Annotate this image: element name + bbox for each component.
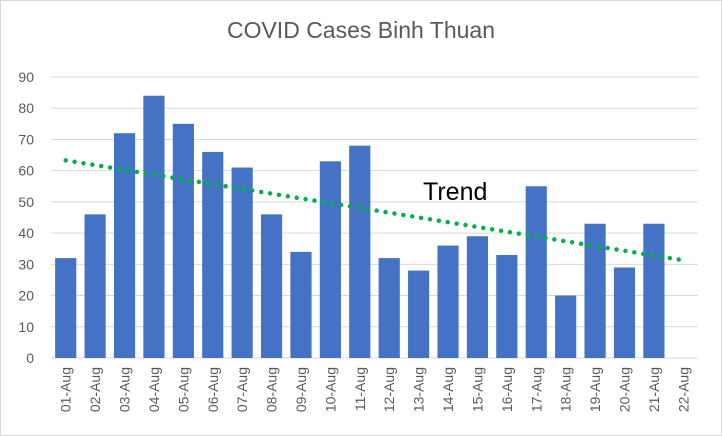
bar-10-Aug	[319, 161, 341, 358]
bar-15-Aug	[466, 236, 489, 358]
x-tick-label: 13-Aug	[411, 367, 427, 412]
x-tick-label: 19-Aug	[587, 367, 603, 412]
bar-09-Aug	[290, 251, 312, 358]
x-tick-label: 12-Aug	[381, 367, 397, 412]
x-tick-label: 18-Aug	[558, 367, 574, 412]
bar-17-Aug	[525, 186, 547, 358]
bar-18-Aug	[555, 295, 577, 358]
x-axis-ticks: 01-Aug 02-Aug 03-Aug 04-Aug 05-Aug 06-Aug 07-A…	[58, 367, 692, 412]
x-tick-label: 01-Aug	[58, 367, 74, 412]
bar-01-Aug	[55, 258, 77, 358]
bar-11-Aug	[349, 145, 371, 358]
bar-08-Aug	[260, 214, 283, 358]
x-tick-label: 22-Aug	[675, 367, 691, 412]
x-tick-label: 08-Aug	[264, 367, 280, 412]
bar-03-Aug	[113, 133, 136, 358]
x-tick-label: 04-Aug	[146, 367, 162, 412]
x-tick-label: 21-Aug	[646, 367, 662, 412]
bar-13-Aug	[408, 270, 430, 358]
y-tick-label: 20	[18, 288, 34, 304]
bar-12-Aug	[378, 258, 400, 358]
bar-19-Aug	[584, 223, 606, 358]
y-tick-label: 0	[26, 350, 34, 366]
bar-21-Aug	[643, 223, 665, 358]
y-tick-label: 90	[18, 69, 34, 85]
x-tick-label: 07-Aug	[234, 367, 250, 412]
chart-title: COVID Cases Binh Thuan	[226, 17, 496, 43]
y-axis-ticks: 0 10 20 30 40 50 60 70 80 90	[18, 69, 34, 366]
trend-annotation: Trend	[423, 178, 487, 206]
y-tick-label: 40	[18, 225, 34, 241]
trendline	[63, 158, 686, 263]
bar-06-Aug	[202, 151, 224, 358]
y-tick-label: 50	[18, 194, 34, 210]
bar-05-Aug	[172, 123, 194, 358]
x-tick-label: 02-Aug	[87, 367, 103, 412]
x-tick-label: 17-Aug	[528, 367, 544, 412]
x-tick-label: 11-Aug	[352, 367, 368, 411]
bars	[55, 95, 665, 358]
x-tick-label: 05-Aug	[175, 367, 191, 412]
bar-16-Aug	[496, 254, 518, 358]
x-tick-label: 06-Aug	[205, 367, 221, 412]
y-tick-label: 70	[18, 131, 34, 147]
bar-14-Aug	[437, 245, 459, 358]
bar-20-Aug	[613, 267, 636, 358]
x-tick-label: 16-Aug	[499, 367, 515, 412]
trend-line	[63, 158, 686, 263]
y-tick-label: 30	[18, 256, 34, 272]
x-tick-label: 20-Aug	[616, 367, 632, 412]
y-tick-label: 10	[18, 319, 34, 335]
x-tick-label: 15-Aug	[469, 367, 485, 412]
y-tick-label: 60	[18, 163, 34, 179]
x-tick-label: 03-Aug	[117, 367, 133, 412]
y-tick-label: 80	[18, 100, 34, 116]
x-tick-label: 10-Aug	[322, 367, 338, 412]
bar-04-Aug	[143, 95, 165, 358]
x-tick-label: 09-Aug	[293, 367, 309, 412]
x-tick-label: 14-Aug	[440, 367, 456, 412]
bar-07-Aug	[231, 167, 253, 358]
bar-02-Aug	[84, 214, 106, 358]
